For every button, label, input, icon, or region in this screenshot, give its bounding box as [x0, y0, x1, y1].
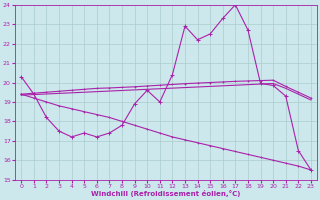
X-axis label: Windchill (Refroidissement éolien,°C): Windchill (Refroidissement éolien,°C)	[92, 190, 241, 197]
